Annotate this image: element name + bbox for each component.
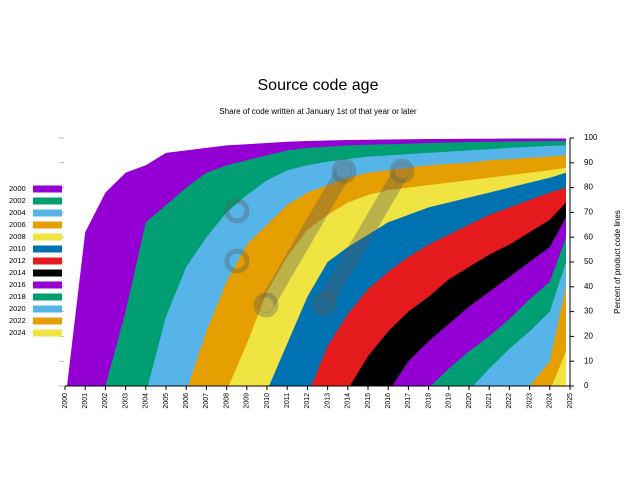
legend-swatch-2010	[33, 245, 62, 253]
ghost-ring-0	[224, 198, 250, 224]
y-tick-label-20: 20	[584, 332, 593, 341]
x-tick-label-2020: 2020	[466, 393, 473, 409]
area-series-2020	[473, 262, 566, 386]
ghost-ring-1	[224, 248, 250, 274]
y-tick-label-90: 90	[584, 158, 593, 167]
ghost-ring-5	[311, 291, 337, 317]
x-tick-label-2013: 2013	[324, 393, 331, 409]
ghost-ring-3	[331, 158, 357, 184]
x-tick-label-2006: 2006	[183, 393, 190, 409]
legend-swatch-2002	[33, 197, 62, 205]
x-tick-label-2012: 2012	[304, 393, 311, 409]
legend-swatch-2024	[33, 329, 62, 337]
x-tick-label-2011: 2011	[284, 393, 291, 408]
y-tick-label-100: 100	[584, 133, 598, 142]
x-tick-label-2004: 2004	[143, 393, 150, 409]
ghost-link-2	[316, 163, 410, 312]
x-tick-label-2017: 2017	[405, 393, 412, 409]
legend-swatch-2014	[33, 269, 62, 277]
legend-swatch-2016	[33, 281, 62, 289]
legend-label-2024: 2024	[9, 328, 26, 337]
area-layers	[67, 138, 567, 386]
x-tick-label-2025: 2025	[567, 393, 574, 409]
legend-label-2022: 2022	[9, 316, 26, 325]
x-tick-label-2024: 2024	[547, 393, 554, 409]
x-tick-label-2015: 2015	[365, 393, 372, 409]
legend-label-2002: 2002	[9, 196, 26, 205]
x-tick-label-2002: 2002	[102, 393, 109, 409]
y-tick-label-30: 30	[584, 307, 593, 316]
x-tick-label-2003: 2003	[122, 393, 129, 409]
legend-swatch-2008	[33, 233, 62, 241]
legend-label-2020: 2020	[9, 304, 26, 313]
decorative-ghost-links	[224, 158, 415, 318]
legend-swatch-2012	[33, 257, 62, 265]
legend-label-2016: 2016	[9, 280, 26, 289]
chart-title: Source code age	[258, 77, 379, 94]
x-tick-label-2007: 2007	[203, 393, 210, 409]
legend-swatch-2006	[33, 221, 62, 229]
area-series-2022	[511, 286, 566, 386]
x-tick-label-2021: 2021	[486, 393, 493, 409]
chart-subtitle: Share of code written at January 1st of …	[219, 107, 417, 116]
x-tick-label-2016: 2016	[385, 393, 392, 409]
legend-swatch-2018	[33, 293, 62, 301]
y-tick-label-10: 10	[584, 356, 593, 365]
legend-label-2012: 2012	[9, 256, 26, 265]
x-tick-label-2001: 2001	[82, 393, 89, 409]
y-tick-label-40: 40	[584, 282, 593, 291]
legend-label-2004: 2004	[9, 208, 26, 217]
y-tick-label-80: 80	[584, 183, 593, 192]
x-tick-label-2014: 2014	[345, 393, 352, 409]
legend-label-2010: 2010	[9, 244, 26, 253]
ghost-link-1	[258, 163, 352, 313]
x-tick-label-2010: 2010	[264, 393, 271, 409]
x-tick-label-2022: 2022	[506, 393, 513, 409]
legend-label-2006: 2006	[9, 220, 26, 229]
y-tick-label-70: 70	[584, 208, 593, 217]
axes: 2000 2001 2002 2003 2004 2005 2006 2007 2008 2009…	[59, 133, 598, 409]
y-tick-label-50: 50	[584, 257, 593, 266]
y-axis-label: Percent of product code lines	[613, 210, 622, 314]
x-tick-label-2008: 2008	[223, 393, 230, 409]
x-tick-label-2005: 2005	[163, 393, 170, 409]
x-tick-label-2018: 2018	[425, 393, 432, 409]
x-tick-label-2009: 2009	[244, 393, 251, 409]
x-tick-label-2019: 2019	[446, 393, 453, 409]
x-tick-label-2000: 2000	[62, 393, 69, 409]
ghost-ring-2	[253, 292, 279, 318]
legend-label-2014: 2014	[9, 268, 26, 277]
y-tick-label-60: 60	[584, 232, 593, 241]
legend-label-2000: 2000	[9, 184, 26, 193]
legend-label-2018: 2018	[9, 292, 26, 301]
legend-swatch-2022	[33, 317, 62, 325]
legend-swatch-2000	[33, 185, 62, 193]
legend: 2000 2002 2004 2006 2008 2010 2012 2014 2016 2018…	[9, 184, 62, 337]
area-series-2024	[551, 351, 566, 386]
legend-label-2008: 2008	[9, 232, 26, 241]
x-tick-label-2023: 2023	[526, 393, 533, 409]
ghost-ring-4	[389, 158, 415, 184]
legend-swatch-2020	[33, 305, 62, 313]
legend-swatch-2004	[33, 209, 62, 217]
y-tick-label-0: 0	[584, 381, 589, 390]
